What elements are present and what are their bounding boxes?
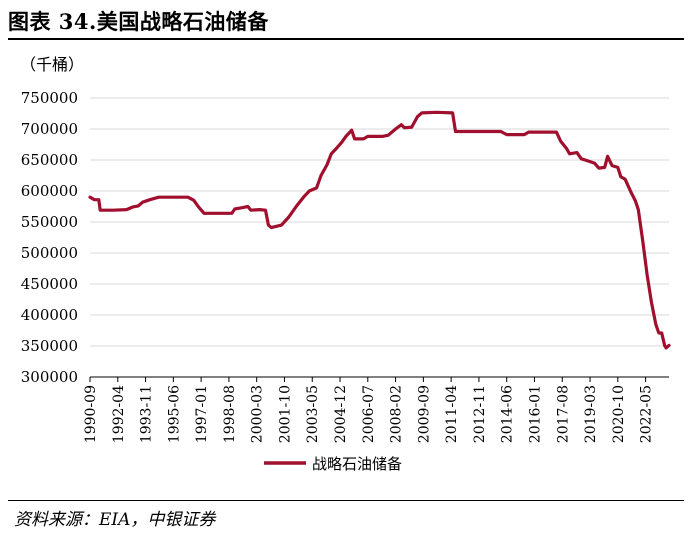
y-tick-label: 300000 [21,368,78,386]
x-tick-label: 2008-02 [389,385,405,443]
x-tick-label: 2009-09 [416,385,432,443]
x-axis-ticks: 1990-09 1992-04 1993-11 1995-06 1997-01 1998-… [83,377,655,443]
figure-title: 图表 34.美国战略石油储备 [8,9,269,34]
x-tick-label: 2012-11 [472,385,488,443]
x-tick-label: 2000-03 [250,385,266,443]
x-tick-label: 1998-08 [222,385,238,443]
x-tick-label: 2006-07 [361,385,377,443]
y-tick-label: 600000 [21,182,78,200]
source-note: 资料来源：EIA，中银证券 [14,510,216,530]
x-tick-label: 1992-04 [111,385,127,443]
series-line-strategic-reserve [88,110,671,350]
y-tick-label: 450000 [21,275,78,293]
x-tick-label: 2001-10 [277,385,293,443]
x-tick-label: 2003-05 [305,385,321,443]
x-tick-label: 2004-12 [333,385,349,443]
y-axis-ticks: 300000 350000 400000 450000 500000 550000 6000… [21,89,78,386]
y-unit-label: （千桶） [20,55,84,74]
x-tick-label: 1997-01 [194,385,210,443]
x-tick-label: 1995-06 [166,385,182,443]
source-divider [8,500,684,501]
x-tick-label: 2016-01 [527,385,543,443]
gridlines [90,97,669,347]
y-tick-label: 350000 [21,337,78,355]
title-divider [8,38,684,40]
y-tick-label: 650000 [21,151,78,169]
x-tick-label: 2011-04 [444,385,460,443]
y-tick-label: 750000 [21,89,78,107]
x-tick-label: 1993-11 [139,385,155,443]
y-tick-label: 700000 [21,120,78,138]
x-tick-label: 2014-06 [500,385,516,443]
x-tick-label: 2017-08 [555,385,571,443]
legend: 战略石油储备 [264,455,402,473]
y-tick-label: 550000 [21,213,78,231]
y-tick-label: 500000 [21,244,78,262]
legend-label: 战略石油储备 [312,455,402,473]
x-tick-label: 2020-10 [611,385,627,443]
x-tick-label: 2022-05 [639,385,655,443]
x-tick-label: 2019-03 [583,385,599,443]
x-tick-label: 1990-09 [83,385,99,443]
y-tick-label: 400000 [21,306,78,324]
